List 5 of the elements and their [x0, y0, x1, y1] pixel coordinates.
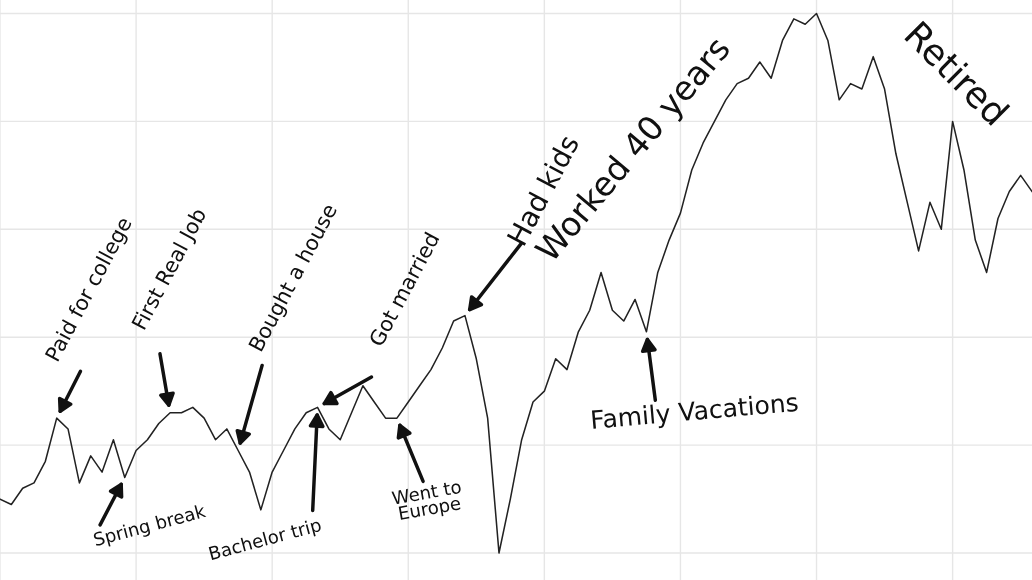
annotation: First Real Job: [130, 206, 210, 332]
annotation: Family Vacations: [591, 391, 799, 434]
annotation: Went to Europe: [391, 479, 462, 524]
annotation: Bachelor trip: [208, 517, 323, 564]
annotation: Spring break: [92, 503, 208, 550]
